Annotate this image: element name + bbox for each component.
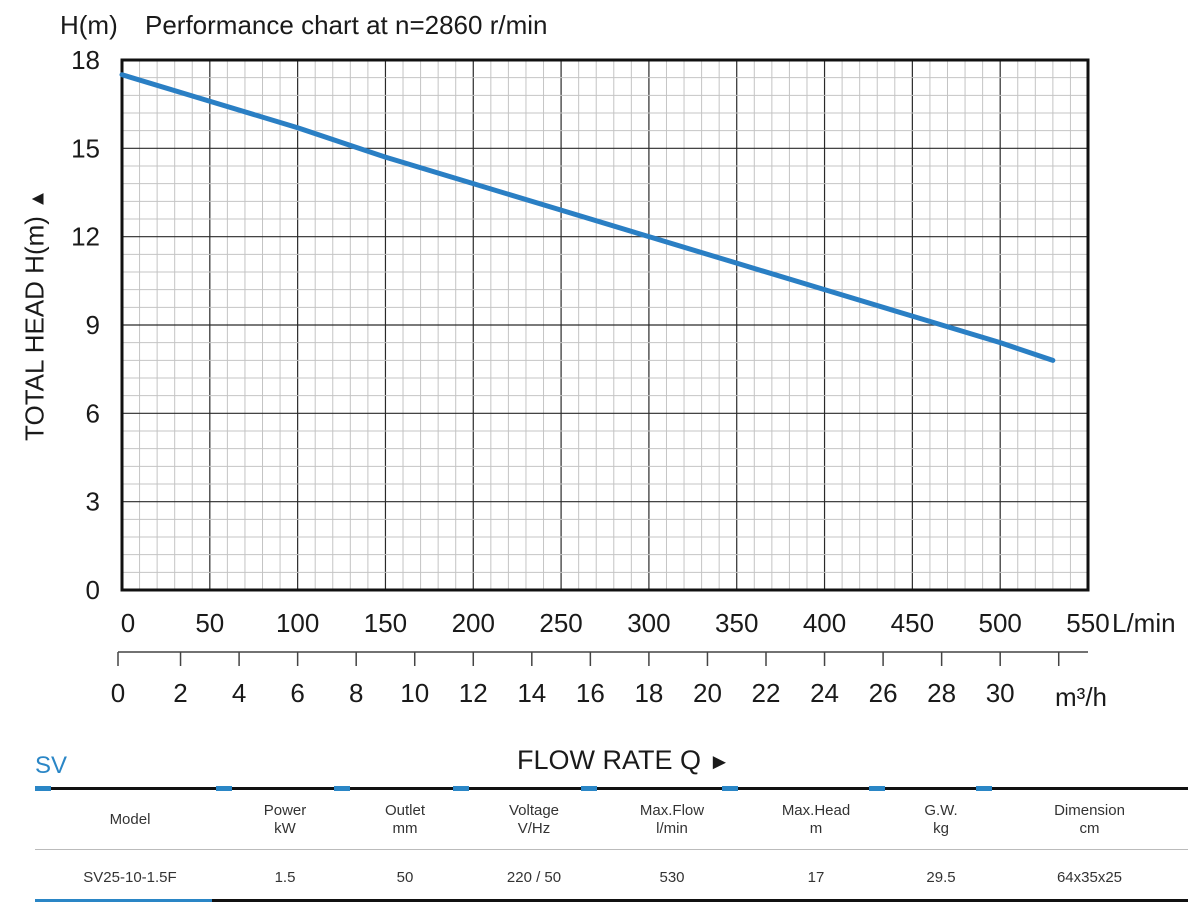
x-tick-label: 450 (891, 608, 934, 638)
table-accent-mark (453, 786, 469, 791)
header-label: Outlet (384, 802, 426, 819)
y-tick-label: 12 (71, 222, 100, 252)
series-tag: SV (35, 752, 68, 779)
table-bottom-accent (35, 899, 212, 902)
cell-max-flow: 530 (659, 868, 685, 886)
secondary-tick-label: 28 (927, 678, 956, 708)
header-label: Max.Head (781, 802, 851, 819)
secondary-tick-label: 30 (986, 678, 1015, 708)
x-tick-label: 500 (978, 608, 1021, 638)
header-voltage: Voltage V/Hz (465, 790, 603, 850)
x-tick-label: 550 (1066, 608, 1109, 638)
secondary-tick-label: 20 (693, 678, 722, 708)
header-max-flow: Max.Flow l/min (603, 790, 741, 850)
header-label: Power (263, 802, 307, 819)
table-accent-mark (581, 786, 597, 791)
x-tick-label: 150 (364, 608, 407, 638)
spec-header-row: Model Power kW Outlet mm Voltage V/Hz Max.F… (35, 790, 1188, 850)
secondary-tick-label: 24 (810, 678, 839, 708)
header-model: Model (35, 790, 225, 850)
header-unit: kg (933, 820, 949, 837)
x-tick-label: 400 (803, 608, 846, 638)
header-label: Voltage (508, 802, 560, 819)
y-tick-label: 18 (71, 45, 100, 75)
secondary-unit-label: m³/h (1055, 682, 1107, 712)
spec-table: Model Power kW Outlet mm Voltage V/Hz Max.F… (35, 790, 1188, 904)
cell-gw: 29.5 (926, 868, 956, 886)
header-label: Dimension (1054, 802, 1125, 819)
secondary-tick-label: 6 (290, 678, 304, 708)
y-tick-label: 9 (86, 310, 100, 340)
table-accent-mark (976, 786, 992, 791)
x-tick-label: 250 (539, 608, 582, 638)
x-axis-arrow-icon: ► (708, 749, 731, 774)
cell-voltage: 220 / 50 (506, 868, 562, 886)
x-tick-label: 100 (276, 608, 319, 638)
secondary-tick-label: 14 (517, 678, 546, 708)
secondary-tick-label: 12 (459, 678, 488, 708)
header-label: G.W. (924, 802, 958, 819)
plot-frame (120, 58, 1090, 592)
secondary-tick-label: 22 (752, 678, 781, 708)
header-dimension: Dimension cm (991, 790, 1188, 850)
secondary-tick-label: 0 (111, 678, 125, 708)
cell-model: SV25-10-1.5F (83, 868, 177, 886)
chart-title: Performance chart at n=2860 r/min (145, 10, 548, 40)
x-axis-label-text: FLOW RATE Q (517, 745, 702, 775)
header-unit: V/Hz (517, 820, 551, 837)
table-accent-mark (334, 786, 350, 791)
header-unit: kW (274, 820, 296, 837)
table-accent-mark (722, 786, 738, 791)
table-mid-rule (35, 849, 1188, 850)
x-unit-label: L/min (1112, 608, 1176, 638)
table-accent-mark (869, 786, 885, 791)
x-tick-label: 300 (627, 608, 670, 638)
header-outlet: Outlet mm (345, 790, 465, 850)
cell-outlet: 50 (396, 868, 414, 886)
secondary-tick-label: 18 (634, 678, 663, 708)
y-tick-label: 15 (71, 133, 100, 163)
table-accent-mark (35, 786, 51, 791)
table-row: SV25-10-1.5F 1.5 50 220 / 50 530 17 29.5… (35, 850, 1188, 904)
y-tick-label: 0 (86, 575, 100, 605)
x-tick-label: 200 (452, 608, 495, 638)
secondary-tick-label: 26 (869, 678, 898, 708)
header-label: Model (109, 811, 151, 828)
secondary-tick-label: 16 (576, 678, 605, 708)
header-gw: G.W. kg (891, 790, 991, 850)
x-axis-label: FLOW RATE Q ► (517, 745, 730, 776)
header-unit: l/min (656, 820, 688, 837)
performance-curve (119, 72, 1056, 363)
secondary-tick-label: 4 (232, 678, 246, 708)
header-power: Power kW (225, 790, 345, 850)
cell-max-head: 17 (807, 868, 825, 886)
header-unit: cm (1079, 820, 1100, 837)
header-max-head: Max.Head m (741, 790, 891, 850)
x-tick-label: 350 (715, 608, 758, 638)
table-accent-mark (216, 786, 232, 791)
header-label: Max.Flow (639, 802, 705, 819)
header-unit: m (809, 820, 823, 837)
table-top-rule (35, 787, 1188, 790)
x-tick-label: 0 (121, 608, 135, 638)
secondary-tick-label: 10 (400, 678, 429, 708)
table-bottom-rule (35, 899, 1188, 902)
secondary-tick-label: 2 (173, 678, 187, 708)
header-unit: mm (392, 820, 418, 837)
chart-title-unit: H(m) (60, 10, 118, 40)
y-tick-label: 3 (86, 487, 100, 517)
cell-dimension: 64x35x25 (1056, 868, 1123, 886)
y-tick-label: 6 (86, 398, 100, 428)
secondary-tick-label: 8 (349, 678, 363, 708)
x-tick-label: 50 (195, 608, 224, 638)
cell-power: 1.5 (274, 868, 296, 886)
